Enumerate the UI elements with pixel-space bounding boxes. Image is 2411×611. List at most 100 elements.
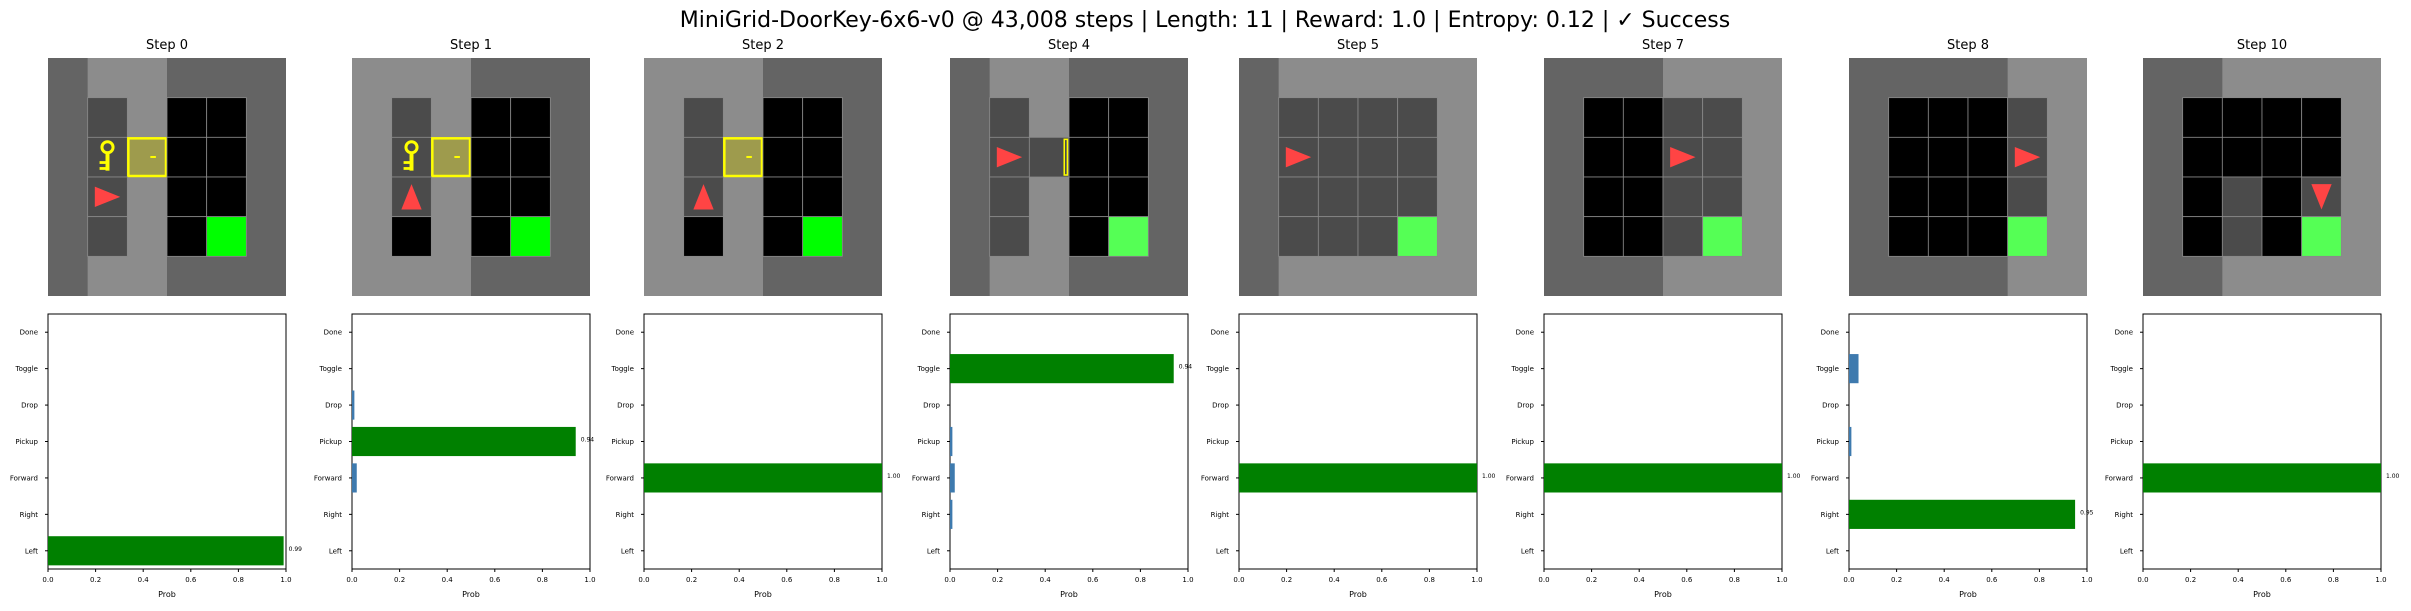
- agent-icon: [1285, 147, 1312, 168]
- x-tick-label: 0.0: [638, 576, 649, 584]
- door-icon: [723, 137, 764, 178]
- grid-cell: [2221, 216, 2263, 257]
- agent-icon: [1670, 147, 1696, 168]
- grid-cell: [2221, 97, 2263, 138]
- bar: [950, 426, 953, 457]
- grid-cell: [1278, 176, 1319, 218]
- grid-cell: [510, 97, 551, 138]
- bar: [1544, 463, 1782, 493]
- grid-cell: [1622, 216, 1664, 257]
- grid-cell: [1583, 176, 1624, 218]
- grid-cell: [1662, 97, 1704, 138]
- y-tick-label: Left: [927, 547, 940, 555]
- grid-cell: [166, 97, 208, 138]
- y-tick-label: Forward: [1811, 474, 1839, 482]
- y-tick-label: Forward: [1506, 474, 1534, 482]
- grid-cell: [470, 136, 512, 178]
- x-axis-label: Prob: [1654, 590, 1672, 599]
- grid-cell: [166, 136, 208, 178]
- grid-cell: [1583, 216, 1624, 257]
- bar: [352, 426, 576, 457]
- x-tick-label: 0.4: [442, 576, 454, 584]
- y-tick-label: Forward: [2105, 474, 2133, 482]
- x-tick-label: 0.2: [394, 576, 405, 584]
- prob-chart-step-3: Left Right Forward Pickup Drop Toggle 0.94 Done…: [912, 313, 1194, 599]
- y-tick-label: Pickup: [611, 438, 634, 446]
- grid-cell: [2007, 176, 2048, 218]
- x-tick-label: 0.4: [734, 576, 746, 584]
- y-tick-label: Forward: [1201, 474, 1229, 482]
- grid-cell: [2007, 97, 2048, 138]
- grid-cell: [1622, 97, 1664, 138]
- y-tick-label: Toggle: [1205, 365, 1229, 373]
- x-tick-label: 0.4: [2233, 576, 2245, 584]
- grid-cell: [87, 97, 128, 138]
- x-tick-label: 1.0: [2375, 576, 2386, 584]
- plot-area: [1238, 313, 1478, 570]
- grid-cell: [1583, 136, 1624, 178]
- y-tick-label: Done: [324, 329, 342, 337]
- grid-cell: [802, 176, 843, 218]
- bar-value-label: 0.99: [289, 546, 303, 553]
- grid-cell: [989, 176, 1030, 218]
- step-title: Step 4: [1048, 38, 1090, 53]
- grid-cell: [1317, 136, 1359, 178]
- grid-cell: [206, 136, 247, 178]
- grid-cell: [1108, 176, 1149, 218]
- grid-cell: [2182, 97, 2223, 138]
- x-tick-label: 0.8: [537, 576, 548, 584]
- y-tick-label: Left: [1216, 547, 1229, 555]
- x-tick-label: 0.0: [1843, 576, 1854, 584]
- prob-chart-step-4: Left Right Forward 1.00 Pickup Drop Toggle Done…: [1201, 313, 1496, 599]
- y-tick-label: Right: [2115, 511, 2134, 519]
- grid-cell: [391, 216, 432, 257]
- x-tick-label: 0.4: [1329, 576, 1341, 584]
- grid-cell: [1702, 216, 1743, 257]
- grid-cell: [1357, 216, 1399, 257]
- prob-chart-step-5: Left Right Forward 1.00 Pickup Drop Toggle Done…: [1506, 313, 1801, 599]
- y-tick-label: Left: [2120, 547, 2133, 555]
- grid-cell: [470, 176, 512, 218]
- y-tick-label: Done: [616, 329, 634, 337]
- grid-cell: [1888, 97, 1929, 138]
- step-title: Step 0: [146, 38, 188, 53]
- plot-area: [949, 313, 1189, 570]
- y-tick-label: Pickup: [917, 438, 940, 446]
- y-tick-label: Right: [1821, 511, 1840, 519]
- grid-cell: [989, 97, 1030, 138]
- y-tick-label: Right: [20, 511, 39, 519]
- y-tick-label: Toggle: [14, 365, 38, 373]
- grid-cell: [1317, 176, 1359, 218]
- grid-cell: [2221, 176, 2263, 218]
- x-tick-label: 0.4: [138, 576, 150, 584]
- grid-cell: [2301, 97, 2342, 138]
- bar-value-label: 0.94: [1179, 364, 1193, 371]
- grid-cell: [1357, 136, 1399, 178]
- grid-cell: [802, 216, 843, 257]
- grid-image-step-7: [2143, 58, 2381, 296]
- grid-cell: [206, 216, 247, 257]
- x-tick-label: 0.4: [1040, 576, 1052, 584]
- grid-cell: [2261, 136, 2303, 178]
- bar-value-label: 1.00: [2386, 473, 2400, 480]
- grid-cell: [510, 216, 551, 257]
- y-tick-label: Pickup: [15, 438, 38, 446]
- grid-cell: [206, 97, 247, 138]
- x-tick-label: 1.0: [2081, 576, 2092, 584]
- grid-cell: [1397, 176, 1438, 218]
- y-tick-label: Left: [1826, 547, 1839, 555]
- figure-title: MiniGrid-DoorKey-6x6-v0 @ 43,008 steps |…: [680, 8, 1730, 33]
- grid-cell: [802, 136, 843, 178]
- grid-cell: [510, 176, 551, 218]
- grid-cell: [1702, 176, 1743, 218]
- x-tick-label: 0.0: [2137, 576, 2148, 584]
- x-tick-label: 0.2: [992, 576, 1003, 584]
- x-tick-label: 1.0: [876, 576, 887, 584]
- door-icon: [431, 137, 472, 178]
- agent-icon: [2311, 184, 2332, 210]
- grid-cell: [1927, 216, 1969, 257]
- y-tick-label: Toggle: [1815, 365, 1839, 373]
- grid-cell: [1108, 216, 1149, 257]
- grid-cell: [2261, 97, 2303, 138]
- grid-cell: [762, 216, 804, 257]
